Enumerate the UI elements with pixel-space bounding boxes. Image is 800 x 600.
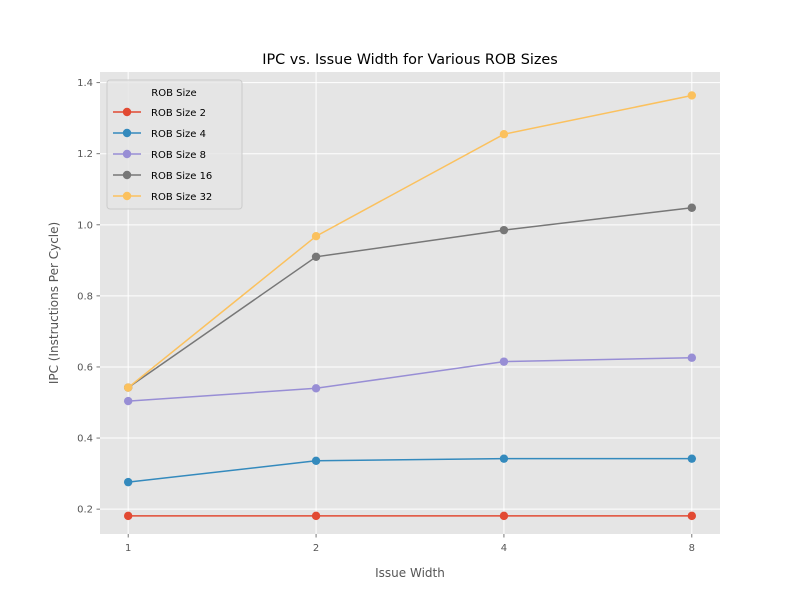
legend-marker	[122, 191, 132, 201]
y-tick-label: 1.4	[77, 78, 93, 89]
data-point	[687, 454, 697, 463]
data-point	[499, 511, 509, 521]
series-line	[128, 356, 692, 402]
y-tick-label: 0.2	[77, 505, 93, 516]
legend-label: ROB Size 8	[151, 150, 206, 161]
y-axis-ticks: 0.2 0.4 0.6 0.8 1.0 1.2 1.4	[77, 78, 100, 516]
data-series	[123, 91, 697, 521]
y-tick-label: 0.4	[77, 434, 93, 445]
data-point	[311, 231, 321, 241]
series-5	[123, 91, 697, 392]
data-point	[123, 383, 133, 392]
series-3	[123, 353, 697, 406]
series-line	[127, 207, 692, 389]
legend-label: ROB Size 32	[151, 192, 212, 203]
data-point	[687, 353, 697, 362]
legend-marker	[122, 149, 132, 159]
series-line	[128, 457, 692, 483]
legend-item: ROB Size 2	[113, 107, 206, 119]
legend-box	[106, 79, 243, 210]
data-point	[311, 384, 321, 393]
legend-item: ROB Size 8	[113, 149, 206, 161]
legend-item: ROB Size 32	[113, 191, 212, 203]
legend-title: ROB Size	[151, 88, 196, 99]
series-2	[123, 454, 697, 487]
x-axis-label: Issue Width	[375, 566, 445, 580]
y-tick-label: 0.8	[77, 291, 93, 302]
data-point	[687, 511, 697, 521]
legend-label: ROB Size 4	[151, 129, 206, 140]
y-tick-label: 1.2	[77, 149, 93, 160]
y-axis-label: IPC (Instructions Per Cycle)	[47, 222, 61, 384]
legend-label: ROB Size 16	[151, 171, 212, 182]
x-tick-label: 4	[501, 543, 507, 554]
data-point	[311, 511, 321, 521]
data-point	[123, 511, 133, 521]
data-point	[687, 91, 697, 100]
data-point	[123, 477, 133, 487]
legend-item: ROB Size 4	[113, 128, 206, 140]
series-1	[123, 511, 697, 521]
grid-lines	[100, 72, 720, 534]
legend-marker	[122, 107, 132, 117]
data-point	[123, 396, 133, 406]
x-tick-label: 2	[313, 543, 319, 554]
legend-marker	[122, 128, 132, 138]
x-axis-ticks: 1 2 4 8	[125, 534, 695, 554]
series-line	[127, 94, 692, 389]
data-point	[311, 252, 321, 261]
x-tick-label: 1	[125, 543, 131, 554]
legend-item: ROB Size 16	[113, 170, 212, 182]
x-tick-label: 8	[689, 543, 695, 554]
data-point	[499, 357, 509, 366]
data-point	[499, 225, 509, 235]
y-tick-label: 0.6	[77, 362, 93, 373]
data-point	[499, 129, 509, 139]
data-point	[311, 456, 321, 465]
y-tick-label: 1.0	[77, 220, 93, 231]
data-point	[687, 203, 697, 212]
legend-label: ROB Size 2	[151, 108, 206, 119]
legend: ROB Size ROB Size 2 ROB Size 4 ROB Size 8 R…	[106, 79, 243, 210]
chart-title: IPC vs. Issue Width for Various ROB Size…	[262, 52, 558, 68]
legend-marker	[122, 170, 132, 180]
data-point	[499, 454, 509, 463]
